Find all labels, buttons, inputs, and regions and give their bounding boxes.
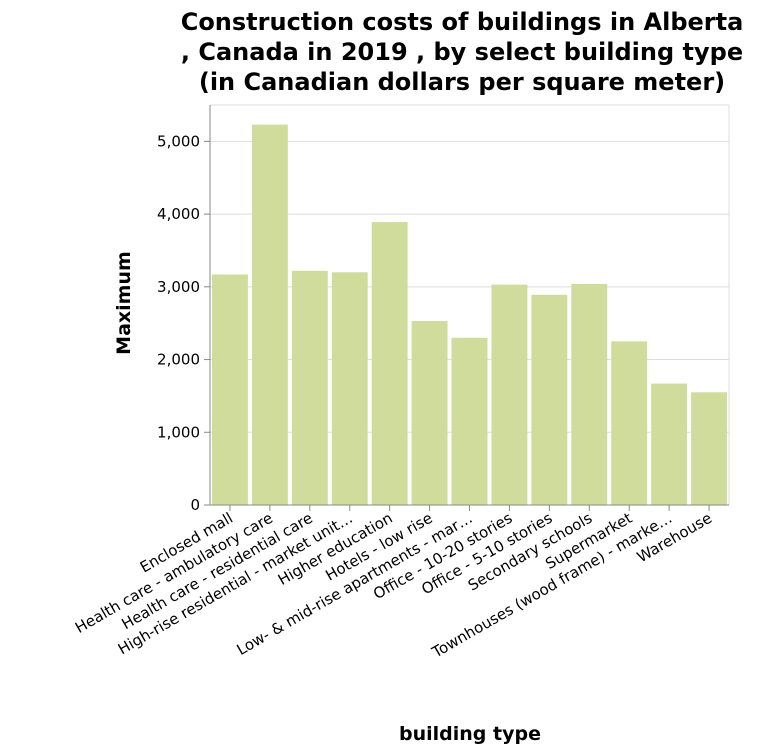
- bar: [691, 392, 728, 505]
- bar: [331, 272, 368, 505]
- y-tick-label: 1,000: [157, 423, 200, 441]
- y-tick-label: 2,000: [157, 351, 200, 369]
- chart-title-line-2: , Canada in 2019 , by select building ty…: [181, 38, 743, 66]
- bar: [411, 321, 448, 505]
- bar: [211, 274, 248, 505]
- y-tick-label: 3,000: [157, 278, 200, 296]
- chart-title: Construction costs of buildings in Alber…: [181, 8, 744, 96]
- y-tick-label: 4,000: [157, 205, 200, 223]
- bar: [611, 341, 648, 505]
- y-tick-label: 5,000: [157, 132, 200, 150]
- bar: [371, 222, 408, 505]
- y-tick-labels: 0 1,000 2,000 3,000 4,000 5,000: [157, 132, 200, 514]
- bar: [651, 383, 688, 505]
- bars: [211, 124, 728, 506]
- chart-title-line-3: (in Canadian dollars per square meter): [199, 68, 725, 96]
- chart-title-line-1: Construction costs of buildings in Alber…: [181, 8, 744, 36]
- y-axis-title: Maximum: [113, 251, 135, 355]
- bar: [531, 294, 568, 505]
- axes: [204, 105, 729, 511]
- x-axis-title: building type: [399, 723, 541, 745]
- bar: [451, 337, 488, 505]
- bar: [571, 283, 608, 505]
- bar: [251, 124, 288, 506]
- y-tick-label: 0: [190, 496, 200, 514]
- bar: [491, 284, 528, 505]
- bar: [291, 270, 328, 505]
